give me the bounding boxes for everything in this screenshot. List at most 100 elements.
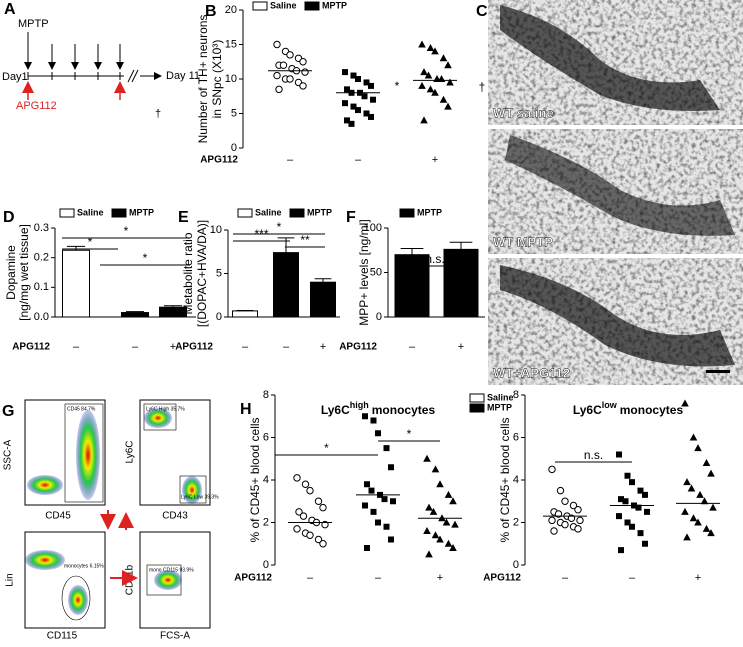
x-tick-label: – (355, 154, 362, 166)
data-point (629, 479, 635, 486)
micrograph: WT saline (488, 0, 743, 125)
data-point (370, 96, 376, 103)
legend-label: MPTP (322, 0, 347, 10)
data-point (681, 507, 689, 515)
legend-swatch (252, 1, 268, 11)
data-point (622, 498, 629, 505)
y-tick-label: 0.1 (34, 281, 49, 293)
data-point (618, 547, 624, 554)
chart-title: Ly6Chigh monocytes (321, 400, 436, 417)
data-point (368, 487, 375, 494)
panel-label: D (3, 209, 15, 226)
data-point (364, 545, 370, 551)
axis-label: CD11b (125, 564, 136, 595)
legend-label: MPTP (129, 207, 154, 217)
gate-label: monocytes 6.15% (64, 563, 104, 569)
y-axis-label: Dopamine (4, 245, 18, 300)
bar (394, 254, 430, 318)
bar (273, 252, 299, 318)
legend-label: Saline (77, 207, 104, 217)
y-tick-label: 0 (216, 311, 222, 323)
gate-label: Ly6C High 35.7% (146, 406, 185, 412)
x-tick-label: + (695, 572, 701, 584)
axis-label: CD43 (162, 511, 188, 522)
data-point (444, 539, 453, 547)
image-label: WT+APG112 (493, 365, 570, 380)
data-point (696, 490, 704, 498)
row-label: APG112 (200, 155, 238, 166)
data-point (390, 498, 396, 505)
data-point (363, 110, 370, 117)
data-point (439, 95, 448, 103)
flow-plot: monocytes 6.15% Lin CD115 (5, 531, 106, 642)
title-text: Ly6C (573, 403, 602, 417)
significance-label: * (407, 427, 412, 441)
bar (232, 310, 258, 318)
legend-label: MPTP (307, 207, 332, 217)
bar (121, 312, 149, 318)
data-point (420, 116, 428, 124)
axis-label: Lin (5, 573, 16, 586)
data-point (375, 519, 381, 526)
x-tick-label: + (437, 572, 443, 584)
data-point (436, 535, 444, 543)
axis-label: FCS-A (160, 631, 190, 642)
legend-label: Saline (255, 207, 282, 217)
legend-label: MPTP (487, 402, 512, 412)
x-tick-label: – (307, 572, 314, 584)
data-point (306, 486, 314, 495)
data-point (321, 520, 329, 529)
data-point (295, 508, 303, 516)
y-axis-label: [(DOPAC+HVA/DA)] (195, 220, 209, 327)
data-point (355, 107, 361, 114)
data-point (368, 82, 374, 89)
data-point (431, 531, 440, 539)
data-point (383, 523, 390, 530)
data-point (683, 478, 691, 486)
data-point (319, 540, 327, 548)
data-point (436, 480, 444, 488)
chart: H Ly6Chigh monocytes 0 2 4 6 8 % of CD45+ blood … (234, 389, 513, 584)
data-point (342, 69, 348, 76)
data-point (574, 506, 582, 514)
data-point (362, 502, 368, 509)
flow-cytometry: G CD45 84.7% SSC-A CD45 Ly6C High 35.7% … (2, 399, 219, 642)
data-point (275, 85, 283, 94)
x-tick-label: + (170, 341, 176, 353)
data-point (286, 51, 294, 59)
data-point (364, 481, 370, 488)
data-point (344, 86, 350, 93)
data-point (388, 536, 394, 543)
data-point (342, 100, 348, 107)
data-point (299, 82, 307, 90)
y-axis-label: MPP+ levels [ng/ml] (357, 219, 371, 325)
death-label: † (155, 108, 161, 120)
chart: Ly6Clow monocytes 0 2 4 6 8 % of CD45+ blood ce… (483, 389, 720, 584)
data-point (694, 444, 702, 452)
x-tick-label: – (132, 341, 139, 353)
row-label: APG112 (175, 342, 213, 353)
x-tick-label: – (73, 341, 80, 353)
data-point (629, 523, 635, 530)
row-label: APG112 (12, 342, 50, 353)
data-point (561, 497, 569, 505)
x-tick-label: – (242, 341, 249, 353)
data-point (286, 75, 294, 83)
axis-label: SSC-A (3, 439, 14, 470)
y-axis-label: [ng/mg wet tissue] (17, 224, 31, 321)
y-axis-label: Metabolite ratio (181, 232, 195, 314)
data-point (429, 507, 438, 515)
data-point (375, 430, 381, 437)
panel-label: H (240, 401, 252, 418)
data-point (444, 61, 452, 69)
y-tick-label: 2 (263, 516, 269, 528)
bar (62, 249, 90, 318)
y-tick-label: 50 (370, 266, 382, 278)
data-point (561, 520, 569, 529)
data-point (702, 524, 711, 532)
chart: E 0 5 10 Metabolite ratio [(DOPAC+HVA/DA)] – – +… (175, 207, 340, 353)
data-point (388, 464, 394, 471)
y-tick-label: 4 (513, 474, 519, 486)
data-point (444, 490, 453, 498)
